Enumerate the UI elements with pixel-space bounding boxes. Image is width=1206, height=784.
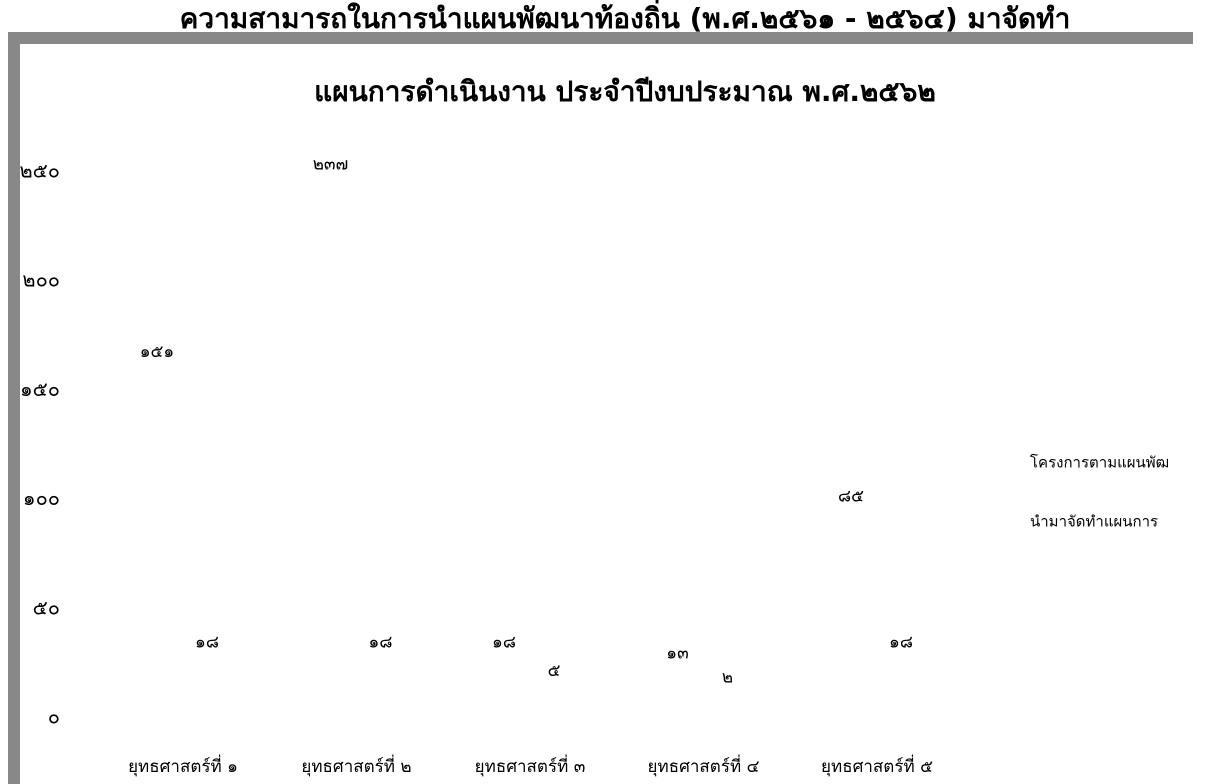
y-tick-label: ๕๐ [33,595,60,619]
chart-title: ความสามารถในการนำแผนพัฒนาท้องถิ่น (พ.ศ.๒… [180,0,1071,35]
data-label: ๕ [548,661,561,681]
x-tick-label: ยุทธศาสตร์ที่ ๓ [475,754,586,777]
legend-label: โครงการตามแผนพัฒ [1030,454,1169,472]
bar [658,690,698,718]
bar [361,679,401,718]
y-tick-label: ๑๕๐ [20,377,60,401]
y-tick-label: ๒๕๐ [19,159,60,183]
data-label: ๑๘ [889,633,913,653]
bar [831,532,871,718]
bar [708,714,748,718]
bar [534,707,574,718]
x-tick-label: ยุทธศาสตร์ที่ ๕ [821,754,933,777]
data-label: ๒๓๗ [313,154,349,174]
bar [187,679,227,718]
data-label: ๑๘ [492,633,516,653]
legend-label: นำมาจัดทำแผนการ [1030,513,1158,531]
data-label: ๑๘ [195,633,219,653]
bar [484,679,524,718]
x-tick-label: ยุทธศาสตร์ที่ ๔ [648,754,760,777]
y-tick-label: ๐ [48,705,60,729]
y-tick-label: ๑๐๐ [23,486,60,510]
data-label: ๒ [722,668,733,688]
x-tick-label: ยุทธศาสตร์ที่ ๑ [128,754,238,777]
data-label: ๑๘ [369,633,393,653]
frame-top [8,32,1193,44]
data-label: ๘๕ [838,486,864,506]
frame-left [8,32,20,784]
data-label: ๑๕๑ [140,342,174,362]
x-tick-label: ยุทธศาสตร์ที่ ๒ [301,754,411,777]
y-tick-label: ๒๐๐ [22,268,60,292]
chart-title: แผนการดำเนินงาน ประจำปีงบประมาณ พ.ศ.๒๕๖๒ [314,75,936,108]
data-label: ๑๓ [666,644,688,664]
bar [881,679,921,718]
bar [137,388,177,718]
bar [311,200,351,718]
